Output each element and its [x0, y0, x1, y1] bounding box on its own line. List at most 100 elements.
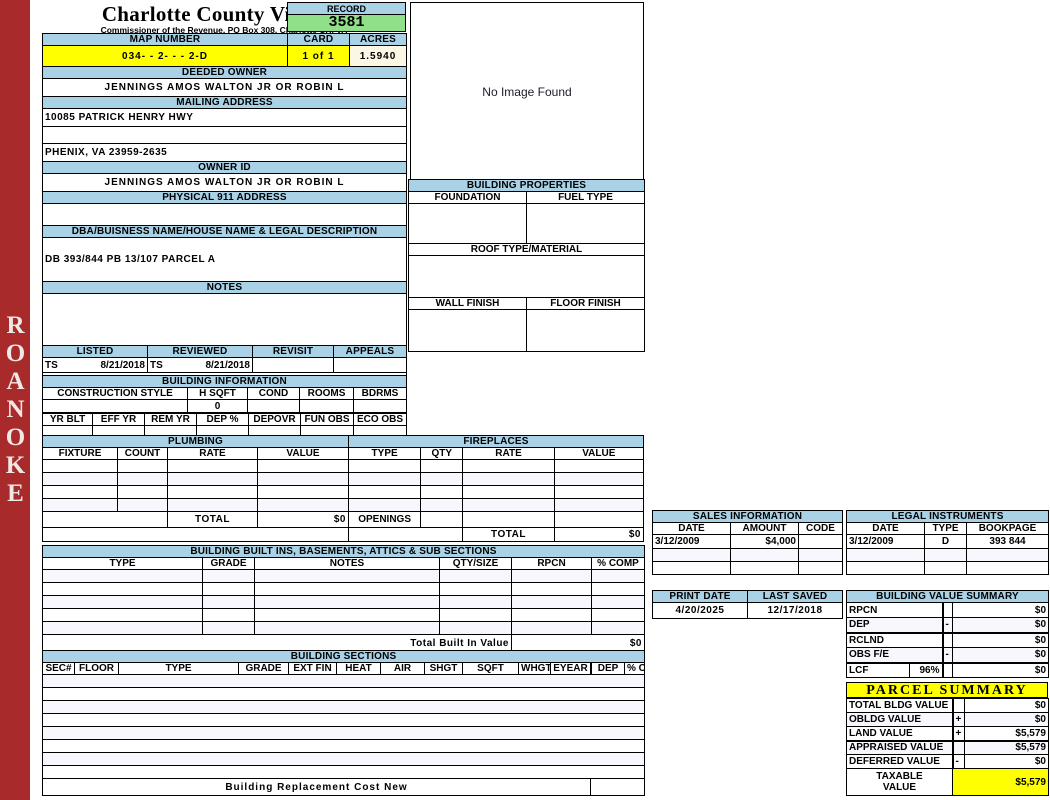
- legal-type[interactable]: D: [924, 534, 967, 549]
- plumbing-cell[interactable]: [42, 459, 118, 473]
- sales-empty[interactable]: [730, 561, 799, 575]
- legal-bookpage[interactable]: 393 844: [965, 534, 1050, 549]
- sales-empty[interactable]: [730, 548, 799, 562]
- plumbing-cell[interactable]: [42, 498, 118, 512]
- bsect-row-7[interactable]: [41, 765, 646, 779]
- legal-empty[interactable]: [924, 561, 967, 575]
- built-ins-cell[interactable]: [254, 621, 440, 635]
- legal-empty[interactable]: [924, 548, 967, 562]
- owner-id-value[interactable]: JENNINGS AMOS WALTON JR OR ROBIN L: [42, 173, 407, 192]
- plumbing-cell[interactable]: [257, 472, 349, 486]
- built-ins-cell[interactable]: [202, 569, 255, 583]
- built-ins-cell[interactable]: [511, 595, 592, 609]
- construction-style-value[interactable]: [42, 399, 188, 413]
- bsect-row-6[interactable]: [41, 752, 646, 766]
- built-ins-cell[interactable]: [202, 595, 255, 609]
- plumbing-cell[interactable]: [42, 472, 118, 486]
- built-ins-cell[interactable]: [591, 569, 645, 583]
- fireplaces-cell[interactable]: [420, 459, 464, 473]
- legal-empty[interactable]: [965, 548, 1050, 562]
- built-ins-cell[interactable]: [42, 595, 203, 609]
- built-ins-cell[interactable]: [42, 582, 203, 596]
- foundation-value[interactable]: [408, 203, 527, 244]
- legal-description-value[interactable]: DB 393/844 PB 13/107 PARCEL A: [42, 237, 407, 282]
- mailing-address-line3[interactable]: PHENIX, VA 23959-2635: [42, 143, 407, 162]
- fireplaces-cell[interactable]: [553, 459, 645, 473]
- bsect-row-3[interactable]: [41, 713, 646, 727]
- legal-date[interactable]: 3/12/2009: [846, 534, 925, 549]
- fireplaces-cell[interactable]: [462, 459, 555, 473]
- built-ins-cell[interactable]: [591, 595, 645, 609]
- built-ins-cell[interactable]: [42, 621, 203, 635]
- plumbing-cell[interactable]: [117, 498, 168, 512]
- appeals-value[interactable]: [333, 357, 407, 373]
- floor-finish-value[interactable]: [526, 309, 645, 352]
- wall-finish-value[interactable]: [408, 309, 527, 352]
- built-ins-cell[interactable]: [591, 621, 645, 635]
- card-value[interactable]: 1 of 1: [287, 45, 350, 68]
- built-ins-cell[interactable]: [439, 608, 512, 622]
- fuel-type-value[interactable]: [526, 203, 645, 244]
- built-ins-cell[interactable]: [202, 608, 255, 622]
- plumbing-cell[interactable]: [167, 459, 258, 473]
- plumbing-cell[interactable]: [167, 498, 258, 512]
- physical-address-value[interactable]: [42, 203, 407, 226]
- plumbing-cell[interactable]: [117, 459, 168, 473]
- built-ins-cell[interactable]: [511, 569, 592, 583]
- fireplaces-cell[interactable]: [347, 472, 422, 486]
- mailing-address-line1[interactable]: 10085 PATRICK HENRY HWY: [42, 108, 407, 127]
- bsect-row-0[interactable]: [41, 674, 646, 688]
- sales-empty[interactable]: [798, 561, 843, 575]
- sales-empty[interactable]: [652, 548, 731, 562]
- revisit-value[interactable]: [252, 357, 334, 373]
- legal-empty[interactable]: [846, 548, 925, 562]
- rooms-value[interactable]: [299, 399, 354, 413]
- cond-value[interactable]: [247, 399, 300, 413]
- built-ins-cell[interactable]: [591, 608, 645, 622]
- roof-value[interactable]: [408, 255, 645, 298]
- built-ins-cell[interactable]: [511, 621, 592, 635]
- mailing-address-line2[interactable]: [42, 126, 407, 144]
- listed-value[interactable]: TS 8/21/2018: [42, 357, 148, 373]
- map-number-value[interactable]: 034- - 2- - - 2-D: [42, 45, 288, 68]
- fireplaces-cell[interactable]: [347, 498, 422, 512]
- built-ins-cell[interactable]: [591, 582, 645, 596]
- built-ins-cell[interactable]: [254, 582, 440, 596]
- plumbing-cell[interactable]: [257, 485, 349, 499]
- built-ins-cell[interactable]: [254, 595, 440, 609]
- built-ins-cell[interactable]: [439, 595, 512, 609]
- fireplaces-cell[interactable]: [420, 498, 464, 512]
- fireplaces-cell[interactable]: [553, 498, 645, 512]
- reviewed-value[interactable]: TS 8/21/2018: [147, 357, 253, 373]
- openings-value[interactable]: [420, 511, 464, 528]
- h-sqft-value[interactable]: 0: [187, 399, 248, 413]
- fireplaces-cell[interactable]: [553, 472, 645, 486]
- built-ins-cell[interactable]: [439, 621, 512, 635]
- sales-amount[interactable]: $4,000: [730, 534, 799, 549]
- plumbing-cell[interactable]: [117, 472, 168, 486]
- bsect-row-2[interactable]: [41, 700, 646, 714]
- built-ins-cell[interactable]: [511, 582, 592, 596]
- sales-empty[interactable]: [798, 548, 843, 562]
- deeded-owner-value[interactable]: JENNINGS AMOS WALTON JR OR ROBIN L: [42, 78, 407, 97]
- bsect-row-1[interactable]: [41, 687, 646, 701]
- built-ins-cell[interactable]: [511, 608, 592, 622]
- plumbing-cell[interactable]: [257, 459, 349, 473]
- built-ins-cell[interactable]: [202, 621, 255, 635]
- legal-empty[interactable]: [846, 561, 925, 575]
- built-ins-cell[interactable]: [254, 608, 440, 622]
- built-ins-cell[interactable]: [439, 569, 512, 583]
- plumbing-cell[interactable]: [117, 485, 168, 499]
- fireplaces-cell[interactable]: [420, 485, 464, 499]
- fireplaces-cell[interactable]: [462, 485, 555, 499]
- sales-date[interactable]: 3/12/2009: [652, 534, 731, 549]
- legal-empty[interactable]: [965, 561, 1050, 575]
- fireplaces-cell[interactable]: [462, 498, 555, 512]
- fireplaces-cell[interactable]: [347, 485, 422, 499]
- fireplaces-cell[interactable]: [553, 485, 645, 499]
- fireplaces-cell[interactable]: [347, 459, 422, 473]
- sales-empty[interactable]: [652, 561, 731, 575]
- bsect-row-4[interactable]: [41, 726, 646, 740]
- fireplaces-cell[interactable]: [462, 472, 555, 486]
- built-ins-cell[interactable]: [254, 569, 440, 583]
